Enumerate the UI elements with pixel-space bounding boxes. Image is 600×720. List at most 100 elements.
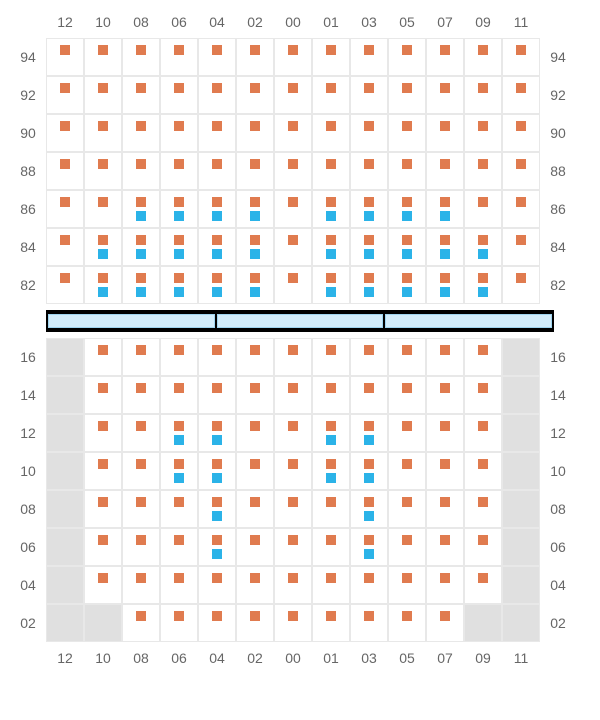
seat-cell[interactable] bbox=[426, 38, 464, 76]
seat-cell[interactable] bbox=[84, 190, 122, 228]
seat-cell[interactable] bbox=[312, 266, 350, 304]
seat-cell[interactable] bbox=[198, 414, 236, 452]
seat-cell[interactable] bbox=[274, 490, 312, 528]
seat-cell[interactable] bbox=[312, 76, 350, 114]
seat-cell[interactable] bbox=[84, 76, 122, 114]
seat-cell[interactable] bbox=[274, 452, 312, 490]
seat-cell[interactable] bbox=[312, 528, 350, 566]
seat-cell[interactable] bbox=[388, 452, 426, 490]
seat-cell[interactable] bbox=[312, 114, 350, 152]
seat-cell[interactable] bbox=[122, 604, 160, 642]
seat-cell[interactable] bbox=[388, 528, 426, 566]
seat-cell[interactable] bbox=[464, 414, 502, 452]
seat-cell[interactable] bbox=[350, 452, 388, 490]
seat-cell[interactable] bbox=[388, 76, 426, 114]
seat-cell[interactable] bbox=[198, 114, 236, 152]
seat-cell[interactable] bbox=[464, 152, 502, 190]
seat-cell[interactable] bbox=[464, 528, 502, 566]
seat-cell[interactable] bbox=[122, 528, 160, 566]
seat-cell[interactable] bbox=[274, 376, 312, 414]
seat-cell[interactable] bbox=[198, 376, 236, 414]
seat-cell[interactable] bbox=[388, 266, 426, 304]
seat-cell[interactable] bbox=[198, 338, 236, 376]
seat-cell[interactable] bbox=[122, 566, 160, 604]
seat-cell[interactable] bbox=[388, 152, 426, 190]
seat-cell[interactable] bbox=[236, 152, 274, 190]
seat-cell[interactable] bbox=[350, 114, 388, 152]
seat-cell[interactable] bbox=[274, 76, 312, 114]
seat-cell[interactable] bbox=[274, 566, 312, 604]
seat-cell[interactable] bbox=[122, 338, 160, 376]
seat-cell[interactable] bbox=[160, 566, 198, 604]
seat-cell[interactable] bbox=[46, 114, 84, 152]
seat-cell[interactable] bbox=[84, 152, 122, 190]
seat-cell[interactable] bbox=[274, 338, 312, 376]
seat-cell[interactable] bbox=[426, 414, 464, 452]
seat-cell[interactable] bbox=[426, 604, 464, 642]
seat-cell[interactable] bbox=[502, 114, 540, 152]
seat-cell[interactable] bbox=[122, 452, 160, 490]
seat-cell[interactable] bbox=[46, 190, 84, 228]
seat-cell[interactable] bbox=[84, 376, 122, 414]
seat-cell[interactable] bbox=[388, 566, 426, 604]
seat-cell[interactable] bbox=[464, 38, 502, 76]
seat-cell[interactable] bbox=[160, 604, 198, 642]
seat-cell[interactable] bbox=[502, 76, 540, 114]
seat-cell[interactable] bbox=[350, 490, 388, 528]
seat-cell[interactable] bbox=[502, 38, 540, 76]
seat-cell[interactable] bbox=[122, 228, 160, 266]
seat-cell[interactable] bbox=[236, 376, 274, 414]
seat-cell[interactable] bbox=[502, 152, 540, 190]
seat-cell[interactable] bbox=[388, 414, 426, 452]
seat-cell[interactable] bbox=[122, 38, 160, 76]
seat-cell[interactable] bbox=[198, 76, 236, 114]
seat-cell[interactable] bbox=[160, 114, 198, 152]
seat-cell[interactable] bbox=[464, 76, 502, 114]
seat-cell[interactable] bbox=[236, 190, 274, 228]
seat-cell[interactable] bbox=[160, 266, 198, 304]
seat-cell[interactable] bbox=[312, 228, 350, 266]
seat-cell[interactable] bbox=[46, 76, 84, 114]
seat-cell[interactable] bbox=[350, 566, 388, 604]
seat-cell[interactable] bbox=[160, 452, 198, 490]
seat-cell[interactable] bbox=[464, 228, 502, 266]
seat-cell[interactable] bbox=[426, 190, 464, 228]
seat-cell[interactable] bbox=[274, 604, 312, 642]
seat-cell[interactable] bbox=[426, 338, 464, 376]
seat-cell[interactable] bbox=[502, 190, 540, 228]
seat-cell[interactable] bbox=[388, 338, 426, 376]
seat-cell[interactable] bbox=[388, 376, 426, 414]
seat-cell[interactable] bbox=[274, 414, 312, 452]
seat-cell[interactable] bbox=[426, 266, 464, 304]
seat-cell[interactable] bbox=[312, 566, 350, 604]
seat-cell[interactable] bbox=[350, 190, 388, 228]
seat-cell[interactable] bbox=[160, 376, 198, 414]
seat-cell[interactable] bbox=[350, 376, 388, 414]
seat-cell[interactable] bbox=[388, 490, 426, 528]
seat-cell[interactable] bbox=[46, 38, 84, 76]
seat-cell[interactable] bbox=[160, 228, 198, 266]
seat-cell[interactable] bbox=[502, 228, 540, 266]
seat-cell[interactable] bbox=[312, 604, 350, 642]
seat-cell[interactable] bbox=[160, 190, 198, 228]
seat-cell[interactable] bbox=[312, 414, 350, 452]
seat-cell[interactable] bbox=[236, 38, 274, 76]
seat-cell[interactable] bbox=[426, 490, 464, 528]
seat-cell[interactable] bbox=[160, 528, 198, 566]
seat-cell[interactable] bbox=[236, 114, 274, 152]
seat-cell[interactable] bbox=[236, 228, 274, 266]
seat-cell[interactable] bbox=[274, 528, 312, 566]
seat-cell[interactable] bbox=[464, 490, 502, 528]
seat-cell[interactable] bbox=[198, 266, 236, 304]
seat-cell[interactable] bbox=[350, 604, 388, 642]
seat-cell[interactable] bbox=[350, 266, 388, 304]
seat-cell[interactable] bbox=[426, 528, 464, 566]
seat-cell[interactable] bbox=[388, 38, 426, 76]
seat-cell[interactable] bbox=[312, 452, 350, 490]
seat-cell[interactable] bbox=[84, 490, 122, 528]
seat-cell[interactable] bbox=[236, 452, 274, 490]
seat-cell[interactable] bbox=[274, 114, 312, 152]
seat-cell[interactable] bbox=[350, 152, 388, 190]
seat-cell[interactable] bbox=[312, 338, 350, 376]
seat-cell[interactable] bbox=[198, 452, 236, 490]
